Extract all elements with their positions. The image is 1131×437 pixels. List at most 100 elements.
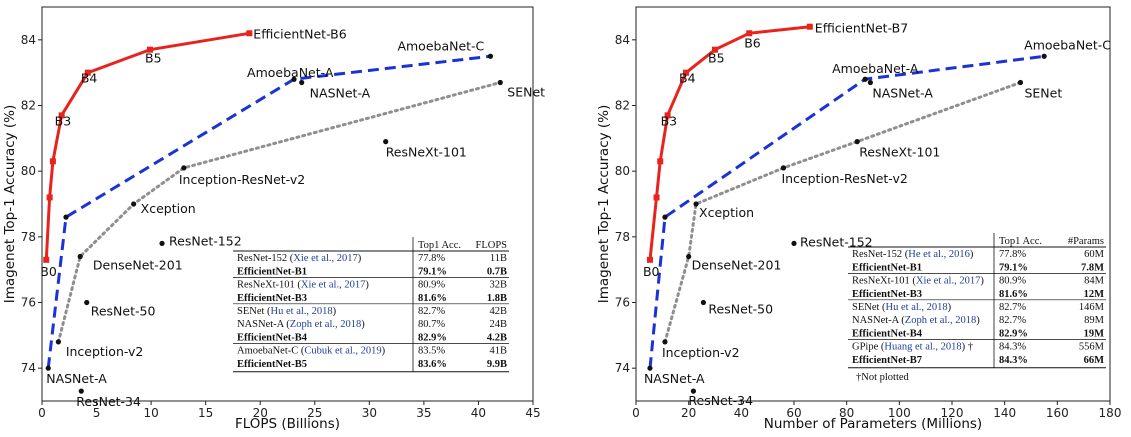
point-label: EfficientNet-B6: [253, 26, 346, 41]
efficientnet-marker: [806, 23, 813, 30]
table-row-model: EfficientNet-B1: [852, 262, 922, 273]
citation-text: Xie et al., 2017: [916, 276, 980, 287]
point-label: ResNet-34: [688, 393, 753, 408]
model-name: ResNeXt-101: [852, 276, 910, 287]
table-row-model: NASNet-A (Zoph et al., 2018): [852, 315, 980, 326]
y-tick-label: 84: [615, 33, 630, 47]
model-name: AmoebaNet-C: [237, 346, 298, 357]
efficientnet-marker: [43, 256, 50, 263]
x-tick-label: 25: [307, 406, 322, 420]
point-label: AmoebaNet-A: [247, 65, 334, 80]
citation-close: ): [333, 306, 337, 317]
table-footnote: †Not plotted: [856, 372, 910, 383]
point-label: ResNet-34: [76, 394, 141, 409]
point-label: DenseNet-201: [93, 258, 183, 273]
model-name: SENet: [237, 306, 264, 317]
model-point: [131, 201, 137, 207]
citation-text: Xie et al., 2017: [301, 280, 365, 291]
point-label: Inception-ResNet-v2: [179, 172, 305, 187]
table-row-accuracy: 82.7%: [418, 306, 445, 317]
model-name: EfficientNet-B3: [237, 293, 307, 304]
table-row-accuracy: 80.7%: [418, 319, 445, 330]
table-row-accuracy: 81.6%: [999, 289, 1028, 300]
x-tick-label: 140: [993, 406, 1016, 420]
model-name: GPipe: [852, 342, 879, 353]
citation-close: ): [358, 253, 362, 264]
table-row-accuracy: 80.9%: [999, 276, 1026, 287]
table-row-accuracy: 81.6%: [418, 293, 447, 304]
table-row-value: 60M: [1084, 249, 1105, 260]
x-tick-label: 160: [1046, 406, 1069, 420]
model-point: [791, 240, 797, 246]
table-row-value: 66M: [1084, 355, 1105, 366]
point-label: AmoebaNet-A: [832, 61, 919, 76]
efficientnet-marker: [712, 46, 718, 53]
table-row-model: SENet (Hu et al., 2018): [237, 306, 337, 317]
y-axis-label: Imagenet Top-1 Accuracy (%): [596, 105, 612, 304]
citation: (: [287, 253, 294, 264]
citation: (: [284, 319, 291, 330]
citation: (: [264, 306, 271, 317]
point-label: Inception-v2: [662, 345, 740, 360]
citation-close: ): [361, 319, 365, 330]
table-header: Top1 Acc.: [418, 240, 461, 251]
chart-panel-1: 0 5 10 15 20 25 30 35 40 45 74 76 78 80 82 84 FLOPS (Bil…: [2, 6, 545, 432]
model-point: [55, 339, 61, 345]
model-point: [1017, 79, 1024, 86]
citation: (: [879, 302, 886, 313]
x-tick-label: 180: [1099, 406, 1122, 420]
citation: (: [298, 346, 305, 357]
table-header: Top1 Acc.: [999, 236, 1042, 247]
y-tick-label: 80: [21, 164, 36, 178]
x-tick-label: 80: [839, 406, 854, 420]
table-row-model: EfficientNet-B5: [237, 359, 307, 370]
x-tick-label: 60: [786, 406, 801, 420]
model-point: [662, 214, 668, 220]
point-label: Inception-ResNet-v2: [781, 171, 907, 186]
table-row-accuracy: 77.8%: [418, 253, 445, 264]
model-name: SENet: [852, 302, 879, 313]
table-row-accuracy: 79.1%: [418, 266, 447, 277]
table-row-accuracy: 80.9%: [418, 280, 445, 291]
model-name: EfficientNet-B3: [852, 289, 922, 300]
table-row-accuracy: 84.3%: [999, 342, 1026, 353]
table-row-value: 556M: [1079, 342, 1105, 353]
neural-arch-search-line: [46, 54, 491, 369]
x-tick-label: 0: [38, 406, 46, 420]
table-row-model: NASNet-A (Zoph et al., 2018): [237, 319, 365, 330]
citation-close: ): [980, 276, 984, 287]
plot-frame: [41, 6, 534, 402]
table-row-value: 24B: [489, 319, 507, 330]
y-tick-label: 82: [21, 99, 36, 113]
citation-text: Cubuk et al., 2019: [304, 346, 381, 357]
table-row-model: EfficientNet-B3: [237, 293, 307, 304]
table-row-model: ResNet-152 (He et al., 2016): [852, 249, 974, 260]
model-point: [693, 201, 699, 207]
citation: (: [878, 342, 885, 353]
table-row-accuracy: 82.9%: [999, 328, 1028, 339]
x-tick-label: 10: [143, 406, 158, 420]
efficientnet-marker: [683, 69, 690, 76]
x-tick-label: 100: [888, 406, 911, 420]
point-label: B3: [55, 113, 72, 128]
table-header: #Params: [1068, 236, 1104, 247]
table-row-value: 19M: [1084, 328, 1105, 339]
table-row-model: EfficientNet-B4: [237, 332, 308, 343]
efficientnet-marker: [84, 69, 91, 76]
model-name: NASNet-A: [852, 315, 900, 326]
y-axis-ticks: 74 76 78 80 82 84: [21, 33, 42, 375]
x-tick-label: 0: [632, 406, 640, 420]
y-tick-label: 74: [21, 361, 36, 375]
efficientnet-marker: [147, 46, 154, 53]
table-row-model: EfficientNet-B1: [237, 266, 307, 277]
y-axis-label: Imagenet Top-1 Accuracy (%): [2, 105, 18, 304]
citation-text: Huang et al., 2018: [884, 342, 961, 353]
model-point: [291, 76, 297, 82]
y-tick-label: 76: [21, 296, 36, 310]
model-point: [78, 388, 84, 394]
model-name: EfficientNet-B7: [852, 355, 922, 366]
model-name: ResNet-152: [237, 253, 287, 264]
point-label: Xception: [699, 205, 754, 220]
table-row-value: 0.7B: [487, 266, 507, 277]
model-point: [700, 299, 707, 306]
